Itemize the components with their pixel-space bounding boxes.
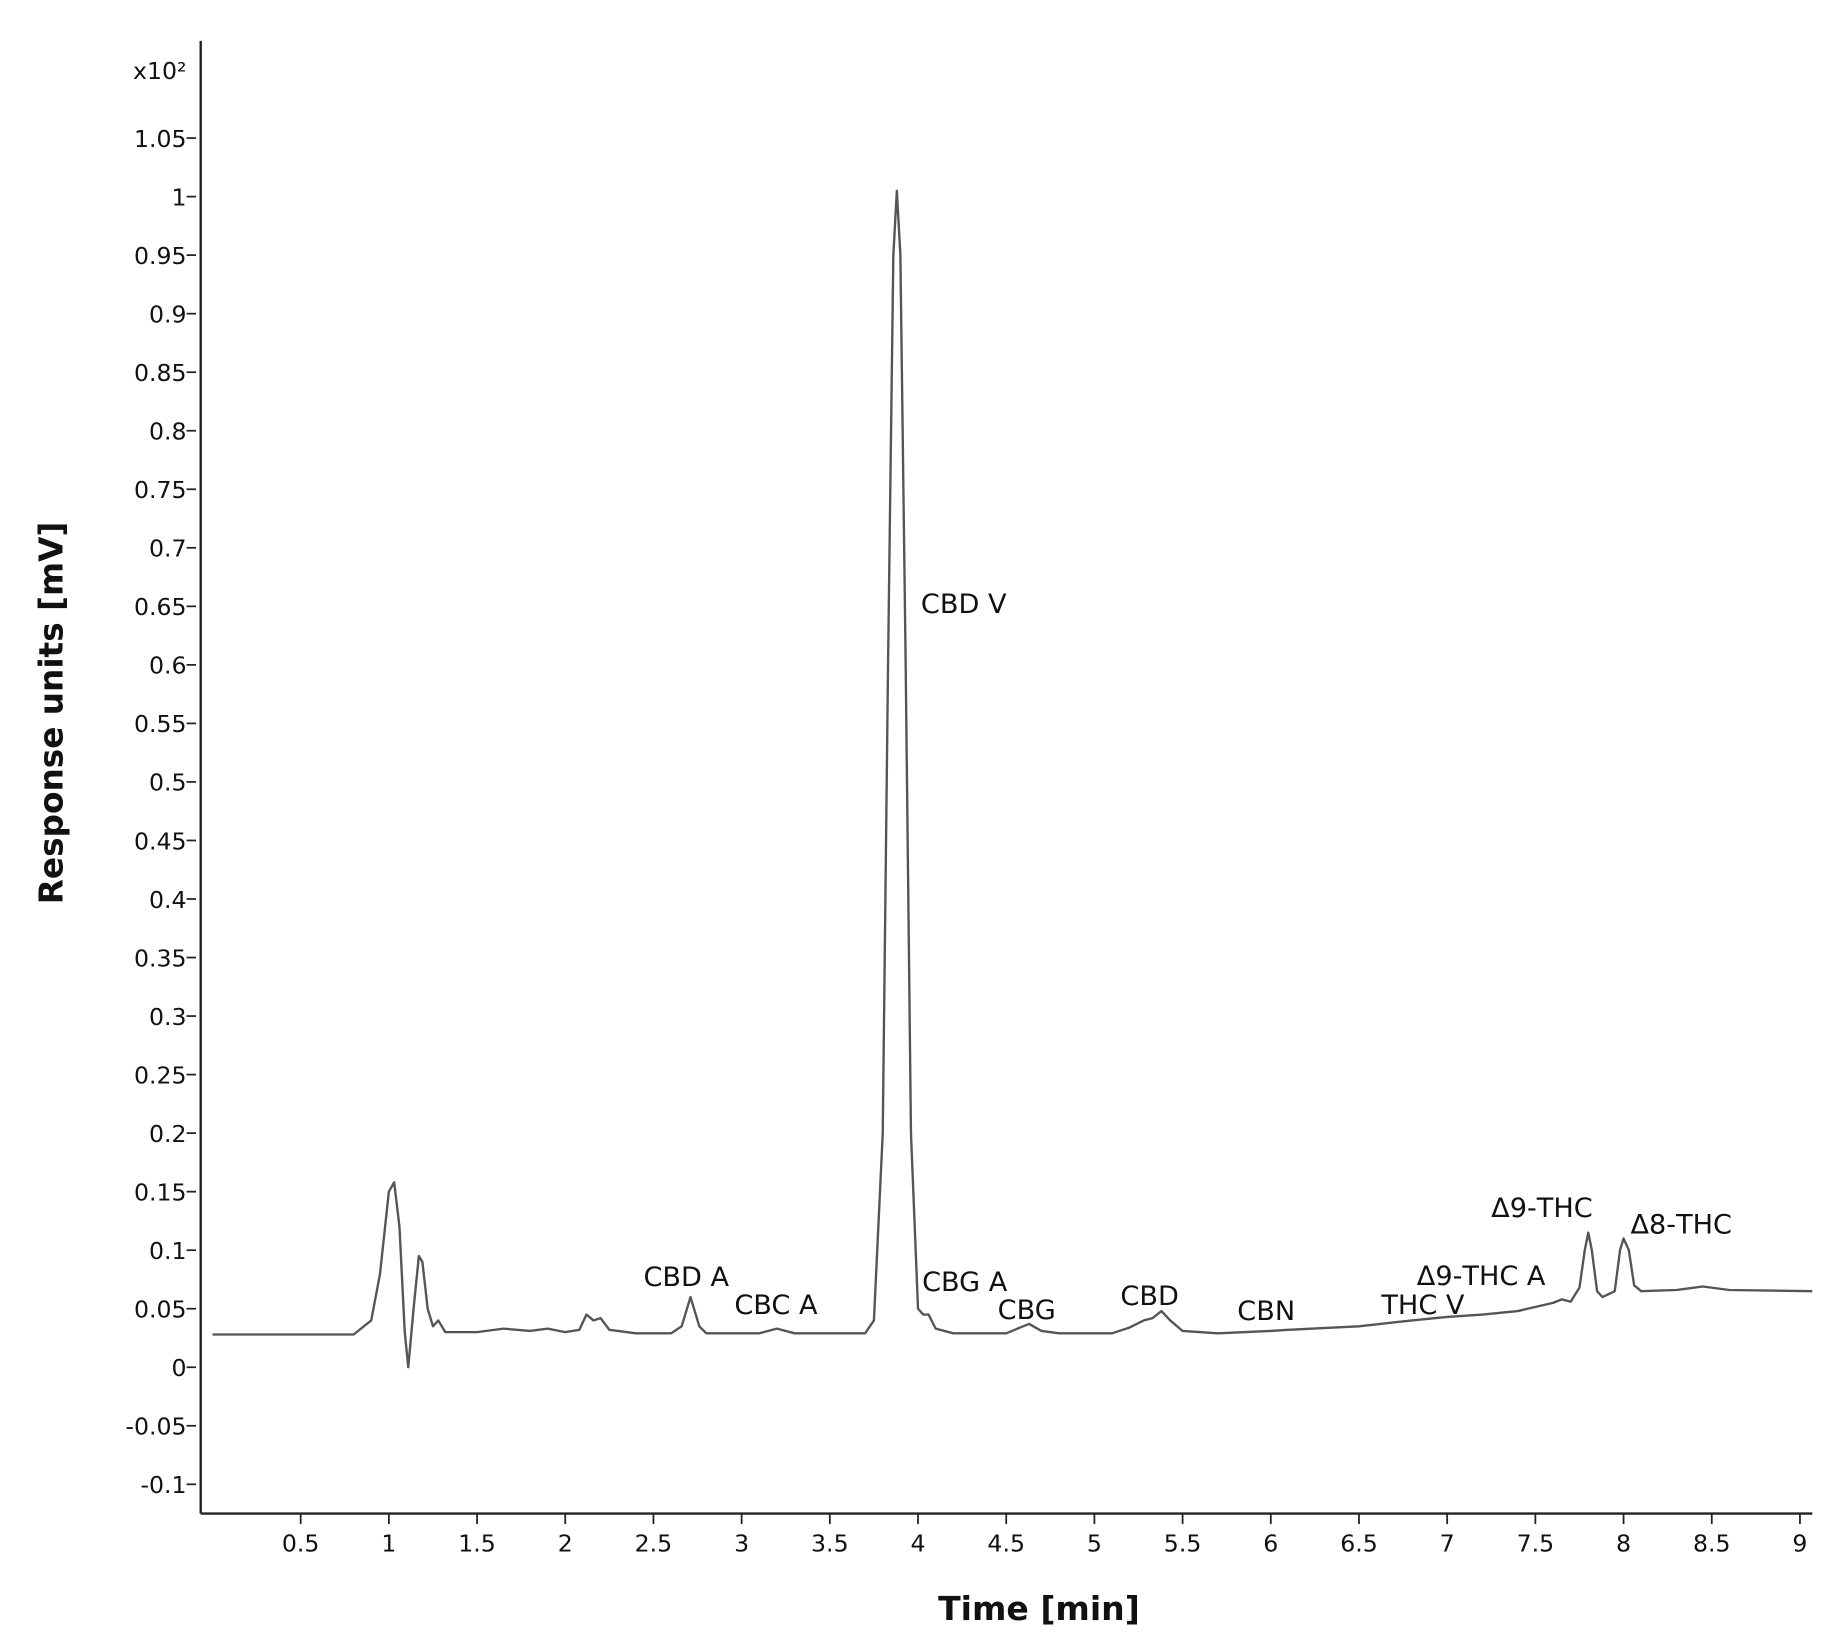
y-tick-label: 0.25 <box>134 1062 187 1090</box>
peak-label: CBG A <box>922 1267 1008 1298</box>
y-tick-label: 0 <box>172 1354 187 1382</box>
x-tick-label: 8.5 <box>1693 1530 1731 1558</box>
y-tick-label: 0.2 <box>149 1120 187 1148</box>
y-tick-label: 0.45 <box>134 827 187 855</box>
peak-label: CBD V <box>921 589 1007 620</box>
y-tick-label: 0.9 <box>149 301 187 329</box>
y-tick-label: 0.95 <box>134 242 187 270</box>
y-tick-label: 1 <box>172 184 187 212</box>
y-tick-label: 0.15 <box>134 1179 187 1207</box>
y-tick-label: 0.75 <box>134 476 187 504</box>
x-tick-label: 5 <box>1087 1530 1102 1558</box>
peak-label: CBN <box>1237 1296 1295 1327</box>
peak-label: CBD A <box>643 1262 729 1293</box>
x-tick-label: 0.5 <box>282 1530 320 1558</box>
peak-label: THC V <box>1380 1290 1465 1321</box>
x-tick-label: 7.5 <box>1517 1530 1555 1558</box>
x-tick-label: 2.5 <box>635 1530 673 1558</box>
x-tick-label: 2 <box>558 1530 573 1558</box>
x-tick-label: 3.5 <box>811 1530 849 1558</box>
y-tick-label: 0.7 <box>149 535 187 563</box>
x-tick-label: 4.5 <box>987 1530 1025 1558</box>
y-tick-label: -0.1 <box>140 1471 186 1499</box>
x-tick-label: 6 <box>1263 1530 1278 1558</box>
trace <box>212 189 1813 1369</box>
y-tick-label: 1.05 <box>134 125 187 153</box>
y-tick-label: 0.5 <box>149 769 187 797</box>
x-tick-label: 5.5 <box>1164 1530 1202 1558</box>
y-tick-label: 0.85 <box>134 359 187 387</box>
y-tick-label: 0.4 <box>149 886 187 914</box>
peak-label: CBG <box>998 1295 1056 1326</box>
peak-label: Δ9-THC <box>1491 1193 1593 1224</box>
y-tick-label: -0.05 <box>125 1413 186 1441</box>
x-tick-label: 7 <box>1440 1530 1455 1558</box>
peak-label: CBD <box>1120 1281 1178 1312</box>
y-axis-title: Response units [mV] <box>32 522 71 905</box>
y-tick-label: 0.35 <box>134 944 187 972</box>
y-tick-label: 0.05 <box>134 1296 187 1324</box>
y-unit-label: x10² <box>133 57 186 85</box>
x-tick-label: 3 <box>734 1530 749 1558</box>
y-tick-label: 0.8 <box>149 418 187 446</box>
x-tick-label: 6.5 <box>1340 1530 1378 1558</box>
x-tick-label: 1.5 <box>458 1530 496 1558</box>
y-tick-label: 0.1 <box>149 1237 187 1265</box>
peak-label: CBC A <box>734 1290 818 1321</box>
x-tick-label: 4 <box>911 1530 926 1558</box>
peak-label: Δ8-THC <box>1630 1210 1732 1241</box>
y-tick-label: 0.65 <box>134 593 187 621</box>
y-tick-label: 0.55 <box>134 710 187 738</box>
x-tick-label: 9 <box>1792 1530 1807 1558</box>
y-tick-label: 0.6 <box>149 652 187 680</box>
peak-label: Δ9-THC A <box>1417 1261 1546 1292</box>
x-tick-label: 8 <box>1616 1530 1631 1558</box>
y-tick-label: 0.3 <box>149 1003 187 1031</box>
x-tick-label: 1 <box>381 1530 396 1558</box>
x-axis-title: Time [min] <box>938 1589 1140 1628</box>
